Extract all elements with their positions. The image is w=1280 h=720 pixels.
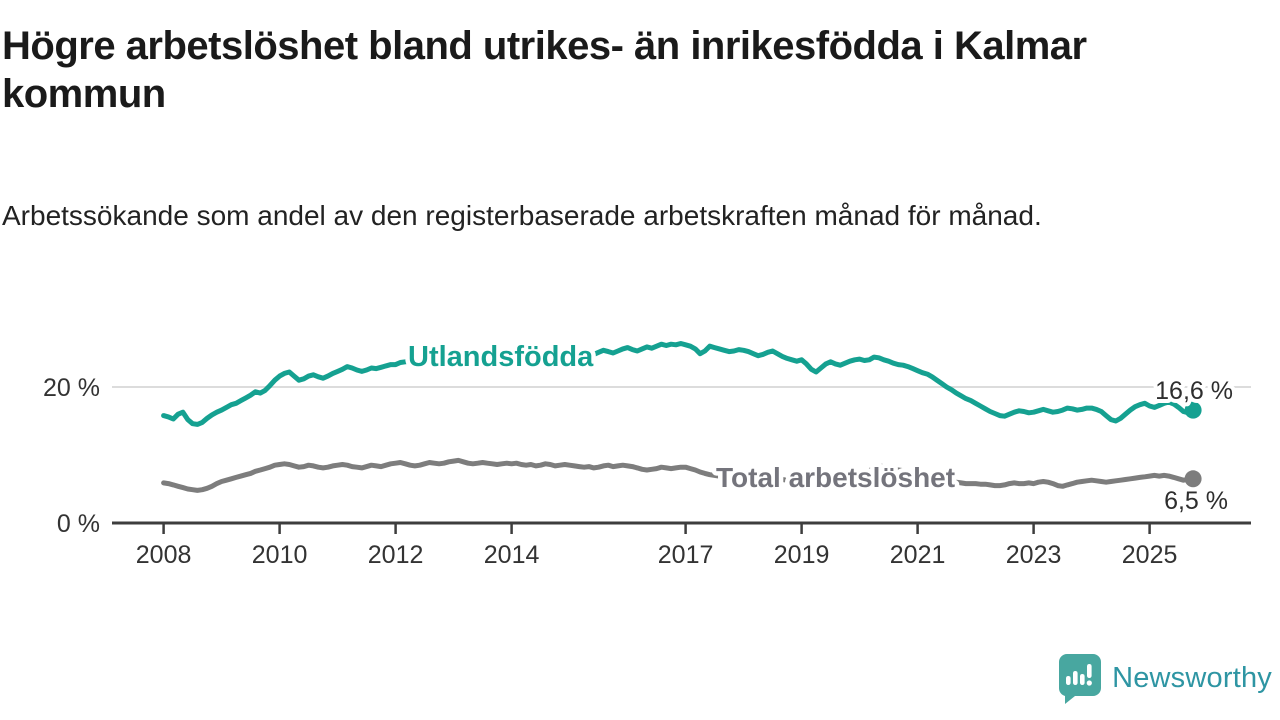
series-end-value-label: 6,5 % xyxy=(1164,487,1228,515)
y-tick-label: 0 % xyxy=(57,510,100,538)
line-chart: 2008 2010 2012 2014 2017 2019 2021 2023 2025 0 % 2… xyxy=(43,337,1251,569)
series-line-utlandsfodda xyxy=(161,341,1196,427)
series-end-dot xyxy=(1184,401,1202,419)
series-label: Total arbetslöshet xyxy=(716,462,955,493)
x-tick-label: 2019 xyxy=(774,541,830,569)
series-end-value-label: 16,6 % xyxy=(1155,377,1233,405)
y-tick-label: 20 % xyxy=(43,374,100,402)
x-tick-label: 2008 xyxy=(136,541,192,569)
newsworthy-logo-text: Newsworthy xyxy=(1112,661,1272,694)
x-tick-label: 2010 xyxy=(252,541,308,569)
x-tick-label: 2017 xyxy=(658,541,714,569)
x-tick-label: 2014 xyxy=(484,541,540,569)
newsworthy-brand: Newsworthy xyxy=(1056,652,1272,704)
series-end-dot xyxy=(1184,470,1202,488)
page-title: Högre arbetslöshet bland utrikes- än inr… xyxy=(2,24,1087,116)
series-label: Utlandsfödda xyxy=(408,341,594,373)
x-tick-label: 2012 xyxy=(368,541,424,569)
bar-chart-glyph xyxy=(1066,664,1092,686)
x-tick-label: 2023 xyxy=(1006,541,1062,569)
series-line-total xyxy=(161,457,1196,493)
x-tick-label: 2021 xyxy=(890,541,946,569)
newsworthy-logo-icon xyxy=(1059,654,1102,704)
x-tick-label: 2025 xyxy=(1122,541,1178,569)
chart-subtitle: Arbetssökande som andel av den registerb… xyxy=(2,200,1042,231)
